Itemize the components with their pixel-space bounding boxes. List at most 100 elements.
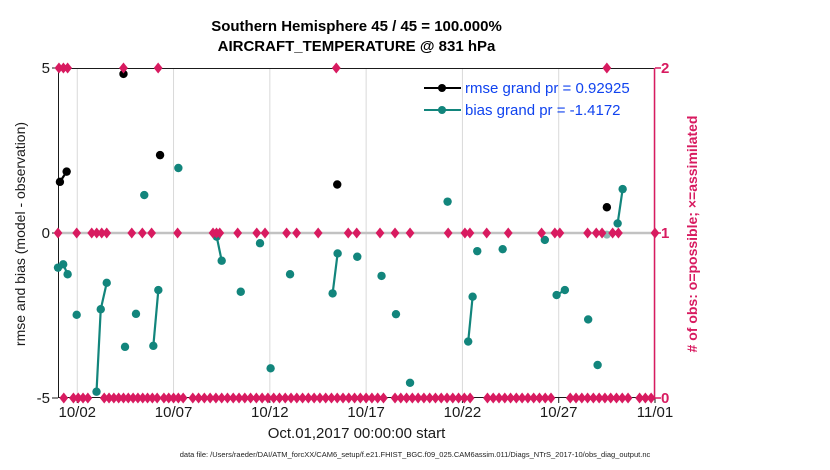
- obs-count-marker: [583, 392, 592, 404]
- bias-line: [95, 282, 108, 392]
- bias-point: [583, 315, 593, 324]
- obs-count-marker: [390, 392, 400, 404]
- obs-count-marker: [614, 227, 623, 239]
- obs-count-marker: [152, 392, 162, 404]
- obs-count-marker: [269, 392, 279, 404]
- obs-count-marker: [127, 227, 137, 239]
- bias-point: [255, 239, 265, 248]
- obs-count-marker: [169, 392, 178, 404]
- obs-count-marker: [355, 392, 365, 404]
- obs-count-marker: [223, 392, 232, 404]
- obs-count-marker: [623, 392, 633, 404]
- bias-line: [467, 296, 474, 342]
- obs-count-marker: [523, 392, 533, 404]
- legend: rmse grand pr = 0.92925 bias grand pr = …: [424, 77, 630, 121]
- obs-count-marker: [413, 392, 423, 404]
- obs-count-marker: [390, 227, 400, 239]
- bias-point: [353, 252, 362, 261]
- obs-count-marker: [315, 392, 325, 404]
- obs-count-marker: [137, 227, 147, 239]
- right-tick-label: 1: [661, 225, 670, 242]
- bias-point: [102, 278, 111, 288]
- bias-point: [540, 235, 550, 245]
- obs-count-marker: [565, 392, 575, 404]
- obs-count-marker: [488, 392, 498, 404]
- obs-count-marker: [583, 227, 592, 239]
- obs-count-marker: [228, 392, 238, 404]
- right-axis-label: # of obs: o=possible; ×=assimilated: [684, 115, 700, 353]
- obs-count-marker: [588, 392, 598, 404]
- obs-count-marker: [173, 227, 182, 239]
- bias-point: [131, 309, 141, 319]
- bias-point: [333, 249, 342, 258]
- obs-count-marker: [286, 392, 296, 404]
- bias-point: [58, 260, 68, 269]
- obs-count-marker: [352, 227, 362, 239]
- rmse-point: [333, 180, 342, 189]
- x-tick-label: 10/22: [443, 404, 482, 421]
- obs-count-marker: [119, 392, 128, 404]
- bias-point: [468, 292, 477, 301]
- obs-count-marker: [72, 227, 82, 239]
- obs-count-marker: [367, 392, 377, 404]
- bias-point: [443, 197, 452, 206]
- obs-count-marker: [119, 62, 128, 74]
- bias-point: [328, 289, 337, 298]
- obs-count-marker: [102, 227, 112, 239]
- plot-area: [52, 62, 661, 404]
- obs-count-marker: [612, 392, 621, 404]
- obs-count-marker: [104, 392, 114, 404]
- obs-count-marker: [321, 392, 331, 404]
- bias-point: [560, 285, 570, 295]
- bias-line: [152, 289, 160, 346]
- bias-point: [618, 184, 627, 194]
- obs-count-marker: [529, 392, 539, 404]
- obs-count-marker: [482, 227, 492, 239]
- obs-count-marker: [373, 392, 383, 404]
- obs-count-marker: [577, 392, 587, 404]
- bias-line: [616, 188, 624, 224]
- obs-count-marker: [540, 392, 550, 404]
- obs-count-marker: [494, 392, 504, 404]
- right-tick-label: 0: [661, 390, 670, 407]
- bias-point: [498, 244, 507, 254]
- obs-count-marker: [114, 392, 124, 404]
- obs-count-marker: [205, 392, 215, 404]
- bias-point: [140, 190, 149, 200]
- obs-count-marker: [233, 227, 243, 239]
- obs-count-marker: [460, 227, 470, 239]
- x-tick-label: 10/02: [58, 404, 97, 421]
- obs-count-marker: [327, 392, 336, 404]
- obs-count-marker: [425, 392, 435, 404]
- legend-dot-bias: [438, 106, 446, 114]
- obs-count-marker: [402, 392, 411, 404]
- obs-count-marker: [292, 227, 302, 239]
- obs-count-marker: [635, 392, 644, 404]
- rmse-point: [602, 203, 612, 212]
- obs-count-marker: [147, 227, 156, 239]
- obs-count-marker: [143, 392, 152, 404]
- obs-count-marker: [506, 392, 515, 404]
- bias-point: [463, 337, 473, 346]
- bias-point: [120, 342, 130, 352]
- obs-count-marker: [591, 227, 601, 239]
- obs-count-marker: [147, 392, 157, 404]
- obs-count-marker: [650, 227, 660, 239]
- obs-count-marker: [87, 227, 97, 239]
- rmse-point: [155, 150, 165, 160]
- obs-count-marker: [344, 392, 354, 404]
- obs-count-marker: [594, 392, 604, 404]
- obs-count-marker: [252, 227, 262, 239]
- left-tick-label: -5: [36, 390, 50, 407]
- obs-count-marker: [640, 392, 650, 404]
- obs-count-marker: [597, 227, 607, 239]
- bias-point: [473, 246, 482, 256]
- left-tick-label: 0: [41, 225, 50, 242]
- obs-count-marker: [555, 227, 565, 239]
- obs-count-marker: [257, 392, 267, 404]
- obs-count-marker: [500, 392, 510, 404]
- bias-point: [149, 341, 158, 351]
- obs-count-marker: [303, 392, 313, 404]
- obs-count-marker: [483, 392, 492, 404]
